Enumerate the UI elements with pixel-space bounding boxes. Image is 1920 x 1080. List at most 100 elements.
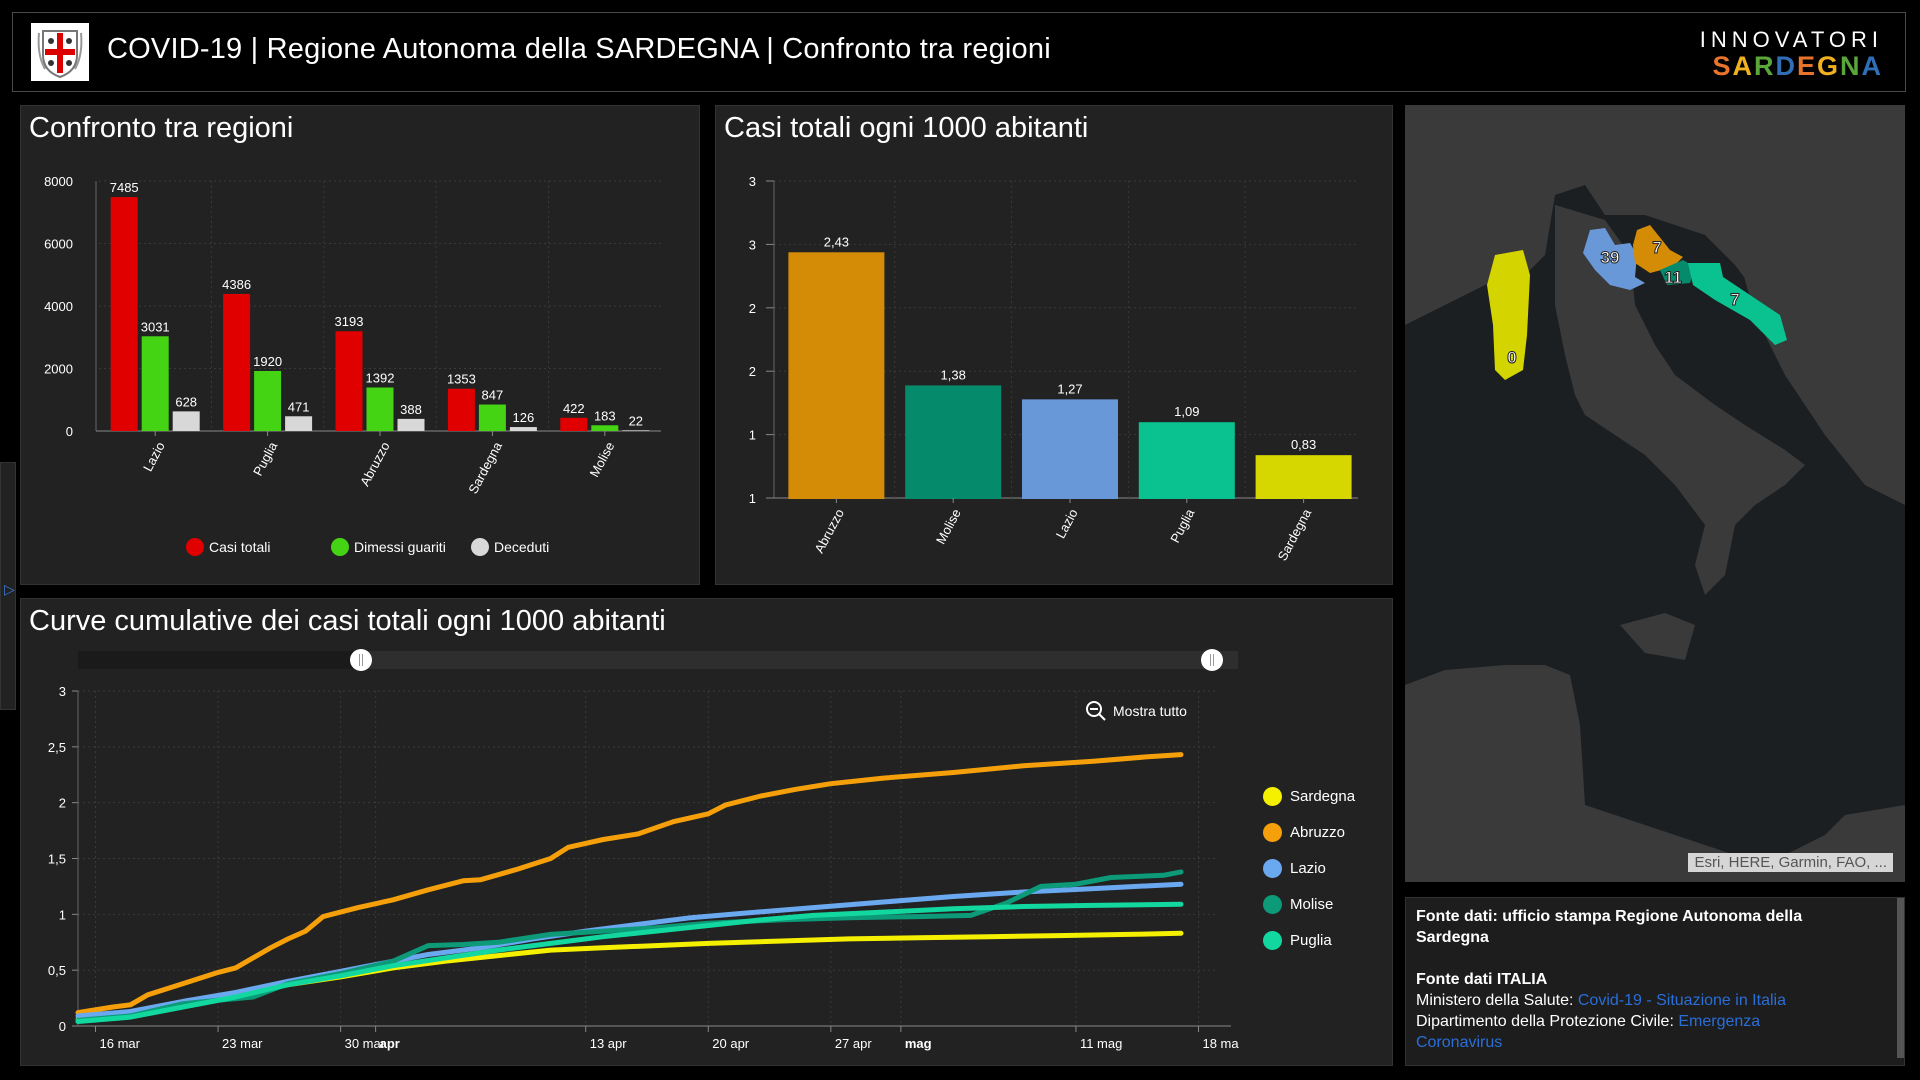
x-tick-label: Puglia — [1167, 506, 1198, 546]
brand-letter: D — [1775, 51, 1797, 81]
region-abruzzo[interactable] — [1633, 225, 1683, 273]
bar-abruzzo — [788, 252, 885, 499]
legend-swatch — [186, 538, 204, 556]
link-ministero[interactable]: Covid-19 - Situazione in Italia — [1577, 992, 1786, 1009]
legend-swatch — [1263, 787, 1282, 806]
y-tick-label: 6000 — [44, 237, 73, 252]
y-tick-label: 2 — [59, 796, 66, 811]
bar-value-label: 2,43 — [824, 234, 849, 249]
bar-value-label: 847 — [482, 388, 504, 403]
brand-letter: S — [1712, 51, 1733, 81]
legend-label: Molise — [1290, 896, 1334, 913]
x-tick-label: 20 apr — [712, 1036, 750, 1051]
legend-label: Deceduti — [494, 539, 549, 555]
show-all-button[interactable]: Mostra tutto — [1085, 700, 1187, 722]
panel-title: Casi totali ogni 1000 abitanti — [724, 112, 1089, 144]
coat-of-arms-icon — [37, 30, 83, 79]
legend-label: Puglia — [1290, 932, 1332, 949]
legend-label: Sardegna — [1290, 788, 1356, 805]
bar-casi-totali — [447, 388, 475, 431]
x-tick-label: 30 mar — [345, 1036, 386, 1051]
legend-swatch — [1263, 859, 1282, 878]
x-tick-label: 13 apr — [590, 1036, 628, 1051]
region-molise[interactable] — [1660, 260, 1695, 285]
y-tick-label: 1 — [749, 491, 756, 506]
x-tick-label: Molise — [587, 439, 618, 479]
side-panel-toggle[interactable]: ▷ — [0, 462, 16, 710]
bar-dimessi-guariti — [254, 371, 282, 431]
y-tick-label: 3 — [749, 237, 756, 252]
bar-value-label: 388 — [400, 402, 422, 417]
y-tick-label: 0 — [66, 424, 73, 439]
bar-casi-totali — [110, 197, 138, 431]
legend-swatch — [1263, 895, 1282, 914]
region-lazio[interactable] — [1583, 228, 1645, 290]
bar-puglia — [1138, 422, 1235, 499]
bar-value-label: 126 — [513, 410, 535, 425]
x-tick-label: 16 mar — [100, 1036, 141, 1051]
bar-dimessi-guariti — [141, 336, 169, 431]
bar-molise — [905, 385, 1002, 499]
map-view[interactable]: 0 39 7 11 7 Esri, HERE, Garmin, FAO, ... — [1405, 105, 1905, 882]
panel-title: Curve cumulative dei casi totali ogni 10… — [29, 605, 666, 637]
legend-item[interactable]: Molise — [1263, 895, 1333, 914]
y-tick-label: 4000 — [44, 299, 73, 314]
x-tick-label: Lazio — [1053, 506, 1081, 540]
series-line-puglia — [75, 901, 1184, 1024]
legend-swatch — [471, 538, 489, 556]
expand-right-icon[interactable]: ▷ — [4, 581, 15, 597]
bar-value-label: 3193 — [335, 314, 364, 329]
x-tick-label: mag — [905, 1036, 932, 1051]
range-slider-handle-end[interactable] — [1201, 649, 1223, 671]
bar-chart-per-1000: 1 1 2 2 3 3 2,43 Abruzzo 1,38 Molise 1,27 Lazio 1,09… — [749, 174, 1358, 564]
bar-value-label: 1,38 — [941, 367, 966, 382]
bar-value-label: 1392 — [366, 371, 395, 386]
map-region-label: 11 — [1664, 268, 1682, 287]
map-region-label: 0 — [1507, 348, 1516, 367]
bar-value-label: 0,83 — [1291, 437, 1316, 452]
legend-item[interactable]: Abruzzo — [1263, 823, 1345, 842]
brand-letter: A — [1732, 51, 1754, 81]
bar-value-label: 1353 — [447, 372, 476, 387]
brand-letter: G — [1816, 51, 1840, 81]
bar-value-label: 1,27 — [1057, 381, 1082, 396]
bar-value-label: 22 — [629, 413, 643, 428]
zoom-out-icon — [1086, 701, 1106, 721]
x-tick-label: Sardegna — [1275, 506, 1315, 564]
x-tick-label: 23 mar — [222, 1036, 263, 1051]
legend-item[interactable]: Lazio — [1263, 859, 1326, 878]
y-tick-label: 1,5 — [48, 852, 66, 867]
bar-casi-totali — [335, 331, 363, 431]
map-attribution[interactable]: Esri, HERE, Garmin, FAO, ... — [1688, 853, 1893, 872]
y-tick-label: 8000 — [44, 174, 73, 189]
y-tick-label: 2000 — [44, 362, 73, 377]
scrollbar[interactable] — [1897, 898, 1904, 1058]
y-tick-label: 0,5 — [48, 963, 66, 978]
x-tick-label: 18 ma — [1202, 1036, 1239, 1051]
y-tick-label: 2,5 — [48, 740, 66, 755]
panel-title: Confronto tra regioni — [29, 112, 294, 144]
bar-value-label: 4386 — [222, 277, 251, 292]
y-tick-label: 1 — [59, 907, 66, 922]
link-protezione-civile[interactable]: Emergenza Coronavirus — [1416, 1013, 1761, 1051]
x-tick-label: Abruzzo — [357, 439, 393, 488]
grouped-bar-chart: 0 2000 4000 6000 8000 7485 3031 628 Lazio 4386 192… — [44, 174, 661, 556]
legend-item[interactable]: Puglia — [1263, 931, 1332, 950]
region-puglia[interactable] — [1688, 263, 1787, 345]
region-sardegna[interactable] — [1487, 250, 1530, 380]
data-sources-panel: Fonte dati: ufficio stampa Regione Auton… — [1405, 897, 1905, 1066]
bar-value-label: 183 — [594, 408, 616, 423]
protezione-civile-label: Dipartimento della Protezione Civile: — [1416, 1013, 1679, 1030]
map-region-label: 7 — [1730, 290, 1739, 309]
legend-item[interactable]: Sardegna — [1263, 787, 1355, 806]
map-region-label: 7 — [1652, 238, 1661, 257]
x-tick-label: Sardegna — [465, 439, 505, 497]
bar-deceduti — [509, 427, 537, 431]
x-tick-label: Abruzzo — [811, 506, 847, 555]
bar-dimessi-guariti — [478, 404, 506, 431]
range-slider-handle-start[interactable] — [350, 649, 372, 671]
ministero-label: Ministero della Salute: — [1416, 992, 1578, 1009]
range-slider-selected — [361, 651, 1238, 669]
